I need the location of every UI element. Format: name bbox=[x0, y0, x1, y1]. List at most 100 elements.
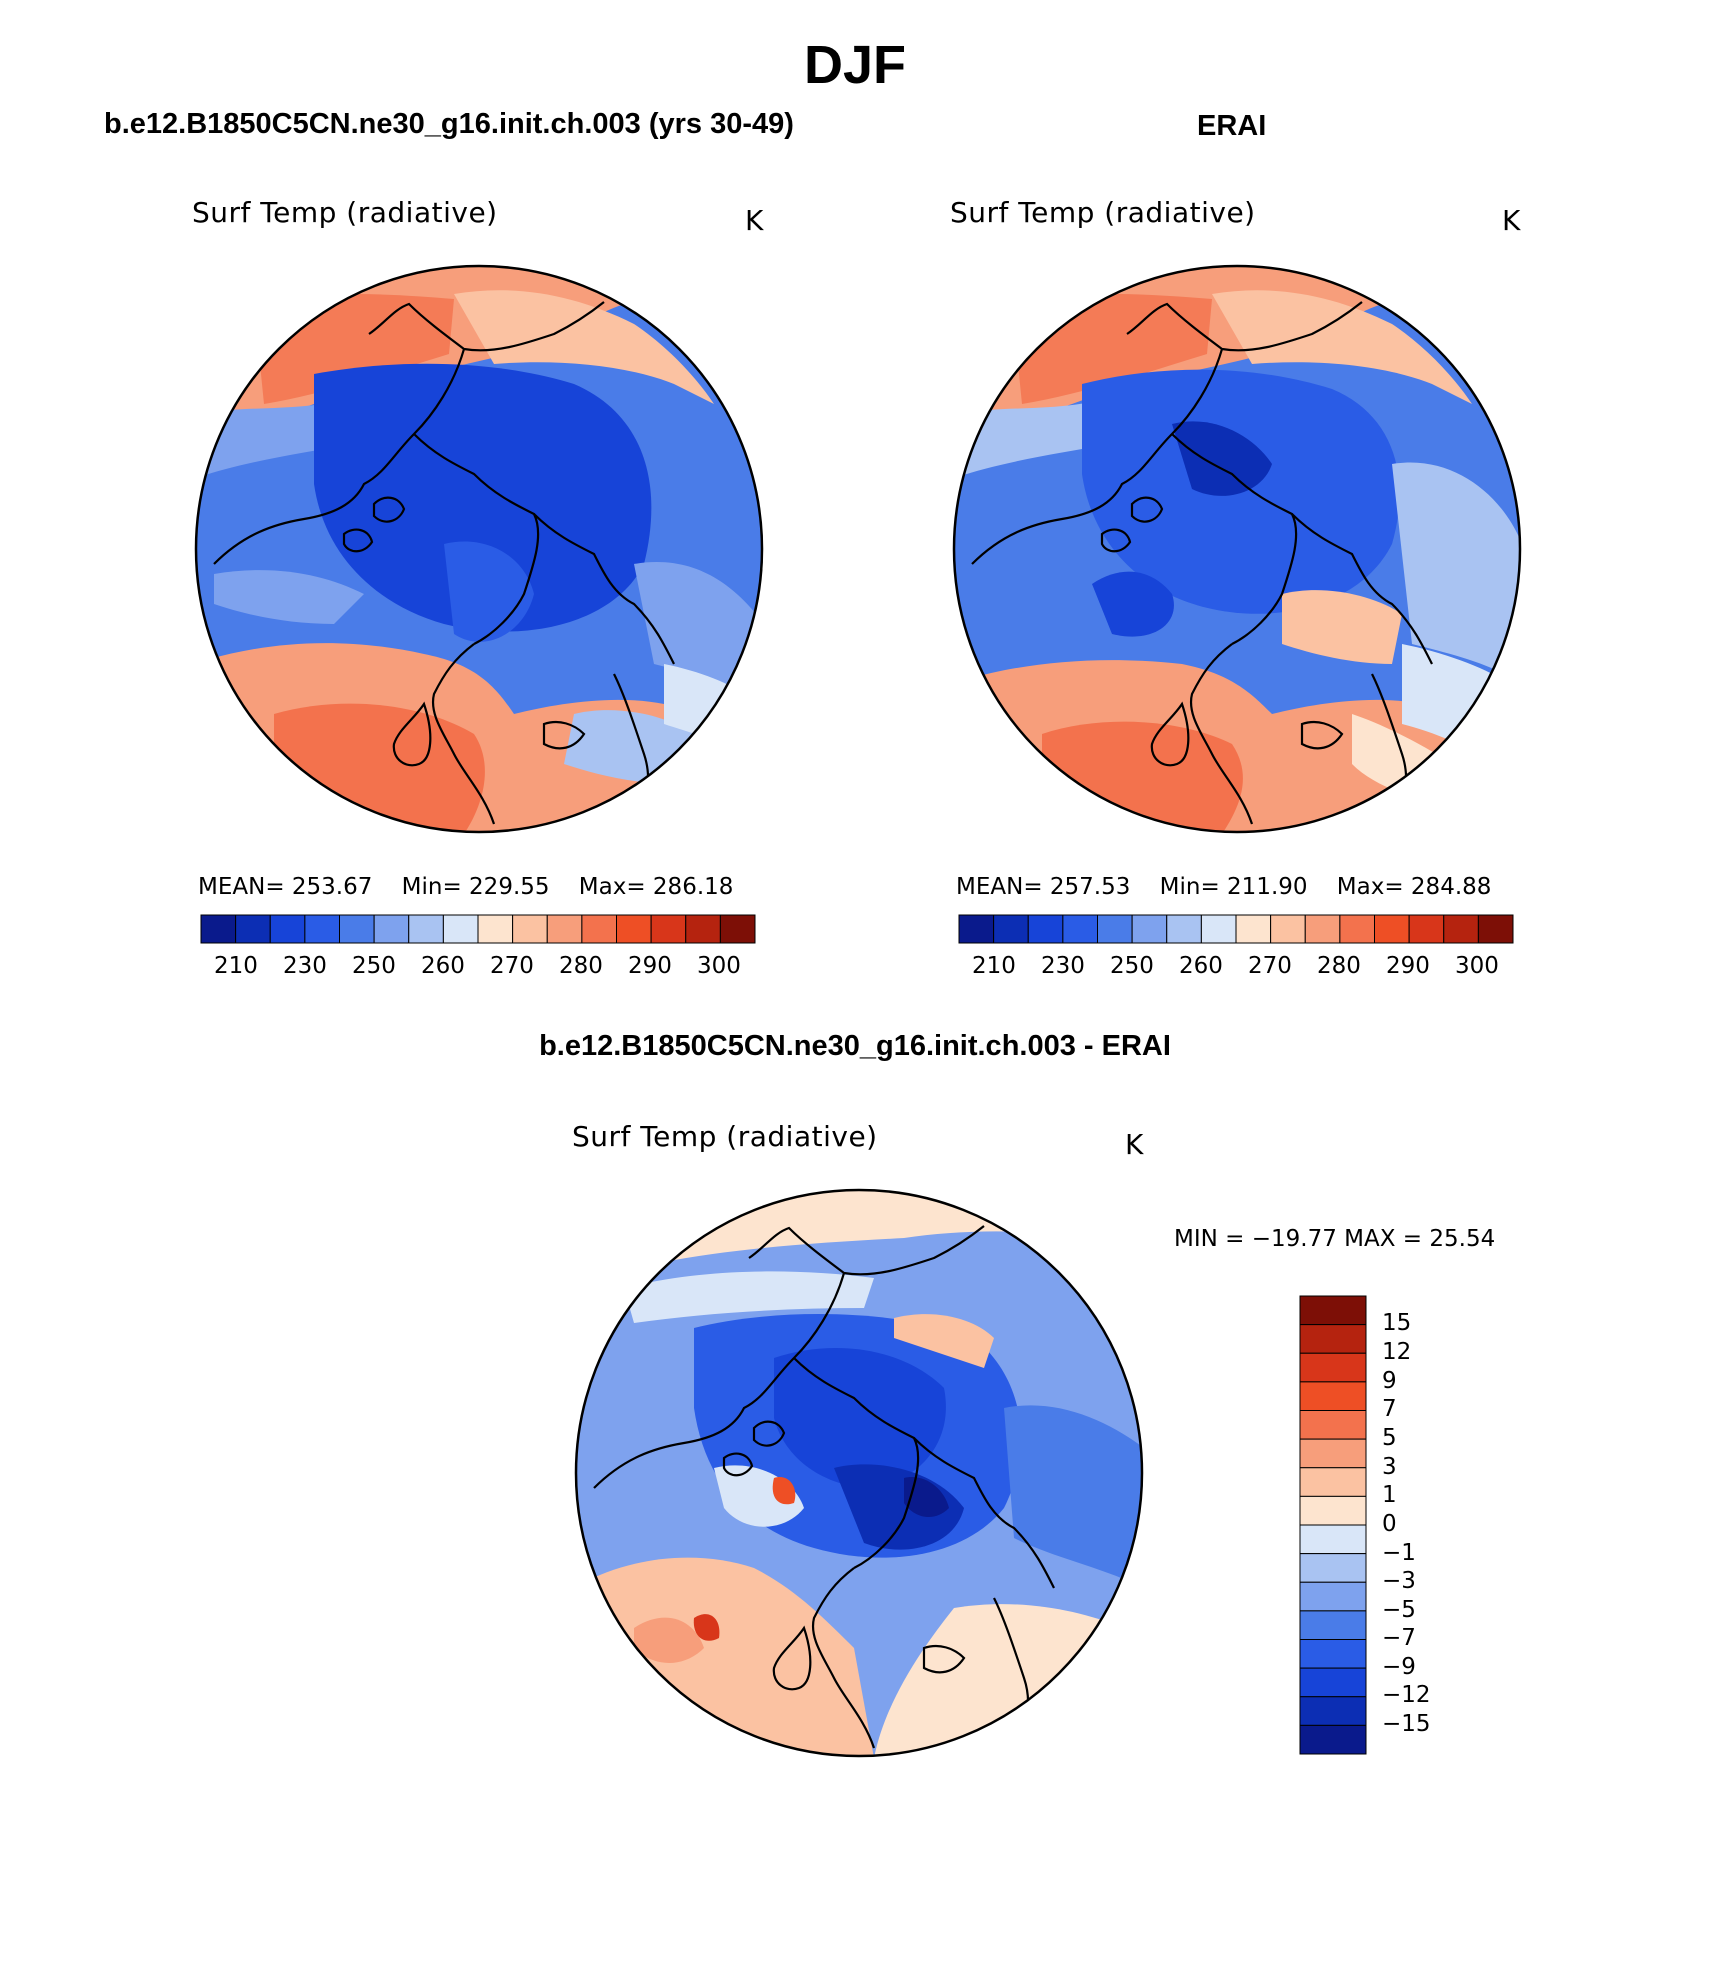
colorbar-swatch bbox=[1131, 914, 1168, 944]
colorbar-swatch bbox=[1299, 1553, 1367, 1583]
colorbar-swatch bbox=[1166, 914, 1202, 944]
panel1-tick: 280 bbox=[559, 953, 603, 979]
colorbar-swatch bbox=[616, 914, 652, 944]
colorbar-swatch bbox=[1299, 1696, 1367, 1726]
panel3-tick: 12 bbox=[1382, 1339, 1412, 1365]
colorbar-swatch bbox=[1299, 1524, 1367, 1555]
panel3-tick: −15 bbox=[1382, 1711, 1431, 1737]
panel3-tick: 3 bbox=[1382, 1454, 1397, 1480]
panel2-min-value: 211.90 bbox=[1227, 874, 1308, 900]
colorbar-swatch bbox=[1299, 1381, 1367, 1411]
colorbar-swatch bbox=[1299, 1724, 1367, 1755]
panel2-tick: 290 bbox=[1386, 953, 1430, 979]
colorbar-swatch bbox=[235, 914, 271, 944]
colorbar-swatch bbox=[650, 914, 687, 944]
panel3-tick: 1 bbox=[1382, 1482, 1397, 1508]
colorbar-swatch bbox=[1097, 914, 1133, 944]
colorbar-swatch bbox=[477, 914, 514, 944]
colorbar-swatch bbox=[200, 914, 237, 944]
panel2-polar-map bbox=[952, 264, 1522, 834]
colorbar-swatch bbox=[993, 914, 1029, 944]
colorbar-swatch bbox=[581, 914, 617, 944]
colorbar-swatch bbox=[685, 914, 721, 944]
colorbar-swatch bbox=[1299, 1324, 1367, 1354]
panel1-variable-label: Surf Temp (radiative) bbox=[192, 196, 498, 229]
panel3-tick: −9 bbox=[1382, 1654, 1416, 1680]
colorbar-swatch bbox=[546, 914, 583, 944]
panel1-min-value: 229.55 bbox=[469, 874, 550, 900]
panel2-tick: 250 bbox=[1110, 953, 1154, 979]
panel2-tick: 280 bbox=[1317, 953, 1361, 979]
colorbar-swatch bbox=[1443, 914, 1479, 944]
panel1-heading: b.e12.B1850C5CN.ne30_g16.init.ch.003 (yr… bbox=[104, 108, 794, 140]
panel1-mean-value: 253.67 bbox=[291, 874, 373, 900]
colorbar-swatch bbox=[269, 914, 306, 944]
panel1-tick: 290 bbox=[628, 953, 672, 979]
colorbar-swatch bbox=[1304, 914, 1341, 944]
colorbar-swatch bbox=[1062, 914, 1098, 944]
panel3-tick: −3 bbox=[1382, 1568, 1416, 1594]
colorbar-swatch bbox=[1299, 1467, 1367, 1497]
colorbar-swatch bbox=[958, 914, 995, 944]
panel1-units-label: K bbox=[745, 204, 764, 237]
panel1-tick: 260 bbox=[421, 953, 465, 979]
panel1-tick: 250 bbox=[352, 953, 396, 979]
colorbar-swatch bbox=[1299, 1352, 1367, 1383]
panel1-mean-label: MEAN= bbox=[198, 874, 285, 900]
panel3-tick: 15 bbox=[1382, 1310, 1412, 1336]
panel2-heading: ERAI bbox=[1197, 110, 1267, 142]
panel2-mean-value: 257.53 bbox=[1049, 874, 1131, 900]
panel3-minmax: MIN = −19.77 MAX = 25.54 bbox=[1174, 1226, 1496, 1252]
colorbar-swatch bbox=[304, 914, 340, 944]
panel3-units-label: K bbox=[1125, 1128, 1144, 1161]
panel1-max-value: 286.18 bbox=[652, 874, 734, 900]
panel3-polar-map bbox=[574, 1188, 1144, 1758]
colorbar-swatch bbox=[1235, 914, 1272, 944]
panel2-units-label: K bbox=[1502, 204, 1521, 237]
colorbar-swatch bbox=[719, 914, 756, 944]
panel3-tick: 7 bbox=[1382, 1396, 1397, 1422]
panel2-tick: 260 bbox=[1179, 953, 1223, 979]
page-title: DJF bbox=[803, 35, 906, 95]
colorbar-swatch bbox=[1299, 1667, 1367, 1698]
panel3-tick: −1 bbox=[1382, 1540, 1416, 1566]
colorbar-swatch bbox=[1299, 1295, 1367, 1326]
panel2-stats: MEAN= 257.53 Min= 211.90 Max= 284.88 bbox=[956, 874, 1491, 900]
colorbar-swatch bbox=[1027, 914, 1064, 944]
colorbar-swatch bbox=[1299, 1581, 1367, 1612]
panel3-tick: −5 bbox=[1382, 1597, 1416, 1623]
panel3-tick: 9 bbox=[1382, 1368, 1397, 1394]
colorbar-swatch bbox=[442, 914, 479, 944]
panel3-variable-label: Surf Temp (radiative) bbox=[572, 1120, 878, 1153]
panel1-min-label: Min= bbox=[401, 874, 462, 900]
panel3-tick: 0 bbox=[1382, 1511, 1397, 1537]
colorbar-swatch bbox=[512, 914, 548, 944]
panel2-max-value: 284.88 bbox=[1410, 874, 1492, 900]
panel1-max-label: Max= bbox=[578, 874, 646, 900]
panel3-tick: 5 bbox=[1382, 1425, 1397, 1451]
panel2-variable-label: Surf Temp (radiative) bbox=[950, 196, 1256, 229]
colorbar-swatch bbox=[1339, 914, 1375, 944]
colorbar-swatch bbox=[1270, 914, 1306, 944]
colorbar-swatch bbox=[408, 914, 444, 944]
colorbar-swatch bbox=[1299, 1410, 1367, 1440]
panel1-tick: 300 bbox=[697, 953, 741, 979]
panel2-colorbar bbox=[958, 914, 1514, 944]
colorbar-swatch bbox=[373, 914, 410, 944]
panel1-tick: 210 bbox=[214, 953, 258, 979]
panel2-tick: 300 bbox=[1455, 953, 1499, 979]
panel2-tick: 210 bbox=[972, 953, 1016, 979]
colorbar-swatch bbox=[1477, 914, 1514, 944]
panel2-tick: 270 bbox=[1248, 953, 1292, 979]
colorbar-swatch bbox=[1299, 1495, 1367, 1526]
panel2-mean-label: MEAN= bbox=[956, 874, 1043, 900]
panel1-polar-map bbox=[194, 264, 764, 834]
colorbar-swatch bbox=[1299, 1610, 1367, 1640]
colorbar-swatch bbox=[1299, 1438, 1367, 1469]
panel2-max-label: Max= bbox=[1336, 874, 1404, 900]
panel1-tick: 270 bbox=[490, 953, 534, 979]
panel3-colorbar bbox=[1299, 1295, 1367, 1755]
panel2-tick: 230 bbox=[1041, 953, 1085, 979]
colorbar-swatch bbox=[1299, 1639, 1367, 1669]
panel3-tick: −12 bbox=[1382, 1682, 1431, 1708]
